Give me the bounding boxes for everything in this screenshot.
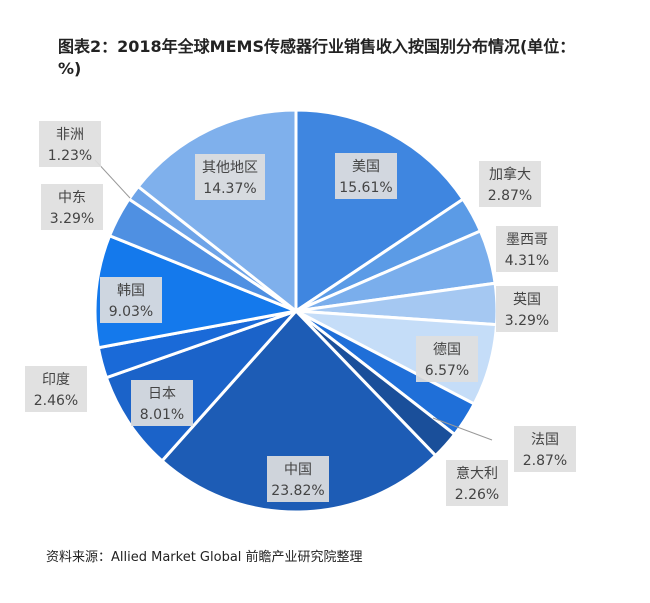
data-label-name: 其他地区 bbox=[202, 160, 258, 176]
data-label-box bbox=[267, 456, 329, 502]
chart-title: 图表2：2018年全球MEMS传感器行业销售收入按国别分布情况(单位：%) bbox=[58, 37, 576, 78]
data-label-box bbox=[514, 426, 576, 472]
data-label-value: 3.29% bbox=[505, 313, 549, 329]
data-label-value: 15.61% bbox=[339, 180, 392, 196]
data-label-box bbox=[446, 460, 508, 506]
data-label-value: 9.03% bbox=[109, 304, 153, 320]
data-label-value: 2.26% bbox=[455, 487, 499, 503]
data-label-value: 8.01% bbox=[140, 407, 184, 423]
source-note: 资料来源：Allied Market Global 前瞻产业研究院整理 bbox=[46, 550, 363, 565]
data-label-box bbox=[41, 184, 103, 230]
data-label-value: 23.82% bbox=[271, 483, 324, 499]
data-label-name: 加拿大 bbox=[489, 166, 531, 183]
data-label-box bbox=[25, 366, 87, 412]
data-label-name: 法国 bbox=[531, 432, 559, 448]
data-label-box bbox=[416, 336, 478, 382]
data-label-name: 美国 bbox=[352, 159, 380, 175]
data-label-name: 中国 bbox=[284, 462, 312, 478]
data-label-box bbox=[479, 161, 541, 207]
data-label-value: 2.46% bbox=[34, 393, 78, 409]
data-label-box bbox=[131, 380, 193, 426]
data-label-name: 墨西哥 bbox=[506, 232, 548, 248]
data-label-value: 1.23% bbox=[48, 148, 92, 164]
data-label-value: 2.87% bbox=[488, 188, 532, 204]
data-label-name: 德国 bbox=[433, 342, 461, 358]
leader-line bbox=[432, 417, 493, 441]
data-label-box bbox=[496, 226, 558, 272]
data-label-value: 14.37% bbox=[203, 181, 256, 197]
data-label-value: 6.57% bbox=[425, 363, 469, 379]
pie-slice-7 bbox=[159, 308, 438, 514]
data-label-name: 韩国 bbox=[117, 283, 145, 299]
data-label-name: 英国 bbox=[513, 291, 541, 308]
data-label-box bbox=[195, 154, 265, 200]
data-label-name: 日本 bbox=[148, 386, 176, 402]
data-label-name: 非洲 bbox=[56, 127, 84, 143]
data-label-name: 印度 bbox=[42, 372, 70, 388]
data-label-name: 意大利 bbox=[456, 465, 498, 482]
data-label-box bbox=[496, 286, 558, 332]
data-label-name: 中东 bbox=[58, 190, 86, 206]
data-label-value: 2.87% bbox=[523, 453, 567, 469]
data-label-box bbox=[335, 153, 397, 199]
data-label-value: 3.29% bbox=[50, 211, 94, 227]
data-label-value: 4.31% bbox=[505, 253, 549, 269]
data-label-box bbox=[100, 277, 162, 323]
data-label-box bbox=[39, 121, 101, 167]
